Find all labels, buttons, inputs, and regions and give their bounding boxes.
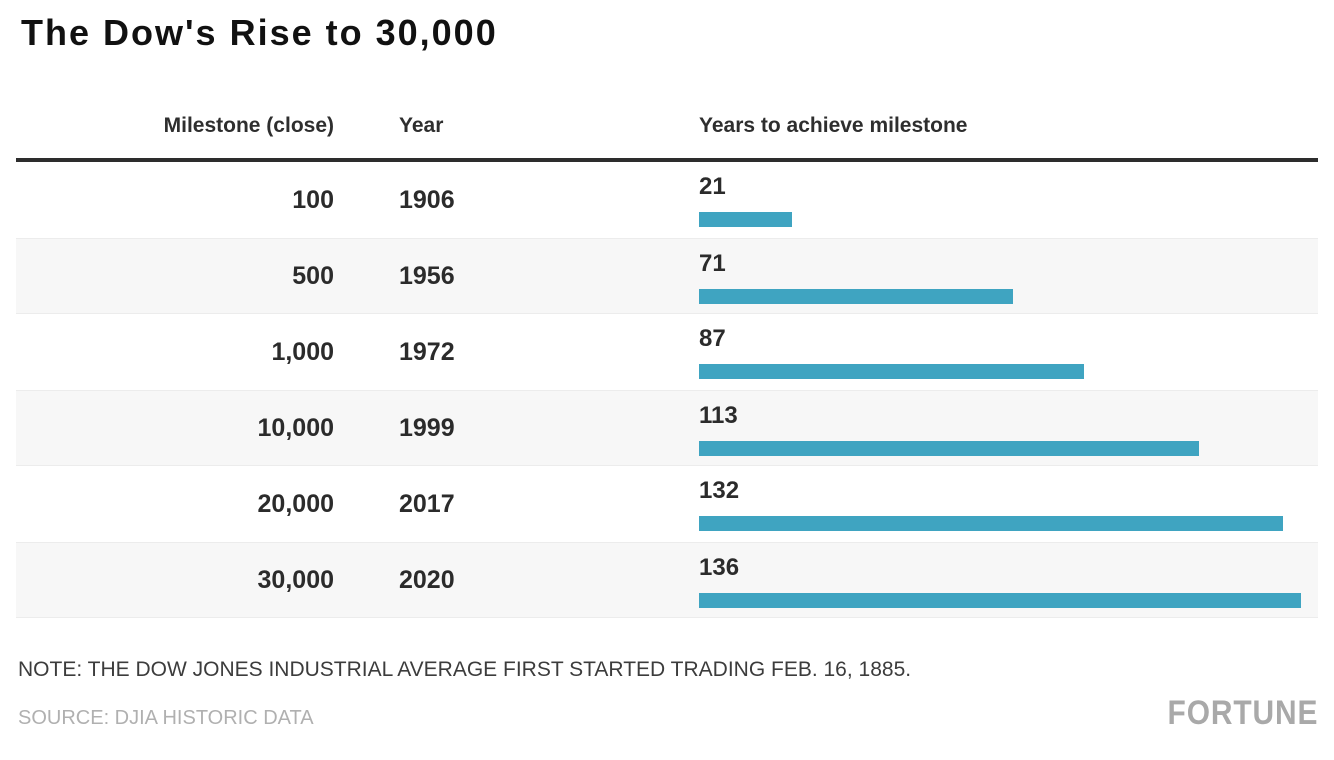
footer-row: SOURCE: DJIA HISTORIC DATA FORTUNE: [16, 696, 1318, 730]
table-row: 1,000 1972 87: [16, 314, 1318, 390]
milestone-value: 100: [292, 185, 334, 214]
bar-cell: 113: [699, 391, 1318, 465]
table-row: 10,000 1999 113: [16, 390, 1318, 466]
bar-cell: 132: [699, 466, 1318, 542]
year-value: 1956: [399, 261, 455, 290]
table-row: 20,000 2017 132: [16, 466, 1318, 542]
bar-value-label: 113: [699, 402, 738, 429]
year-value: 1906: [399, 185, 455, 214]
milestone-bar: [699, 364, 1085, 379]
milestone-bar: [699, 516, 1284, 531]
bar-track: [699, 212, 1301, 227]
header-milestone: Milestone (close): [163, 114, 334, 137]
fortune-logo: FORTUNE: [1167, 694, 1318, 732]
milestone-value: 500: [292, 261, 334, 290]
table-header-row: Milestone (close) Year Years to achieve …: [16, 54, 1318, 162]
bar-value-label: 71: [699, 250, 726, 277]
source-text: SOURCE: DJIA HISTORIC DATA: [18, 707, 314, 729]
milestone-bar: [699, 289, 1014, 304]
bar-value-label: 132: [699, 477, 740, 504]
bar-cell: 71: [699, 239, 1318, 313]
year-value: 2017: [399, 489, 455, 518]
milestone-bar: [699, 593, 1301, 608]
bar-track: [699, 516, 1301, 531]
bar-track: [699, 593, 1301, 608]
table-row: 500 1956 71: [16, 238, 1318, 314]
header-years-to-achieve: Years to achieve milestone: [699, 114, 968, 137]
milestone-value: 30,000: [257, 565, 334, 594]
year-value: 2020: [399, 565, 455, 594]
milestone-bar: [699, 212, 792, 227]
milestone-table: Milestone (close) Year Years to achieve …: [16, 54, 1318, 618]
bar-track: [699, 364, 1301, 379]
table-row: 100 1906 21: [16, 162, 1318, 238]
bar-cell: 87: [699, 314, 1318, 390]
bar-value-label: 87: [699, 325, 726, 352]
bar-cell: 21: [699, 162, 1318, 238]
bar-track: [699, 289, 1301, 304]
table-body: 100 1906 21 500 1956 71 1,000 1972 87: [16, 162, 1318, 618]
milestone-bar: [699, 441, 1200, 456]
year-value: 1999: [399, 413, 455, 442]
bar-value-label: 21: [699, 173, 726, 200]
header-year: Year: [399, 114, 444, 137]
milestone-value: 1,000: [271, 337, 334, 366]
bar-value-label: 136: [699, 554, 740, 581]
note-text: NOTE: THE DOW JONES INDUSTRIAL AVERAGE F…: [18, 658, 912, 681]
bar-cell: 136: [699, 543, 1318, 617]
milestone-value: 20,000: [257, 489, 334, 518]
page-title: The Dow's Rise to 30,000: [21, 12, 498, 53]
year-value: 1972: [399, 337, 455, 366]
milestone-value: 10,000: [257, 413, 334, 442]
table-row: 30,000 2020 136: [16, 542, 1318, 618]
bar-track: [699, 441, 1301, 456]
